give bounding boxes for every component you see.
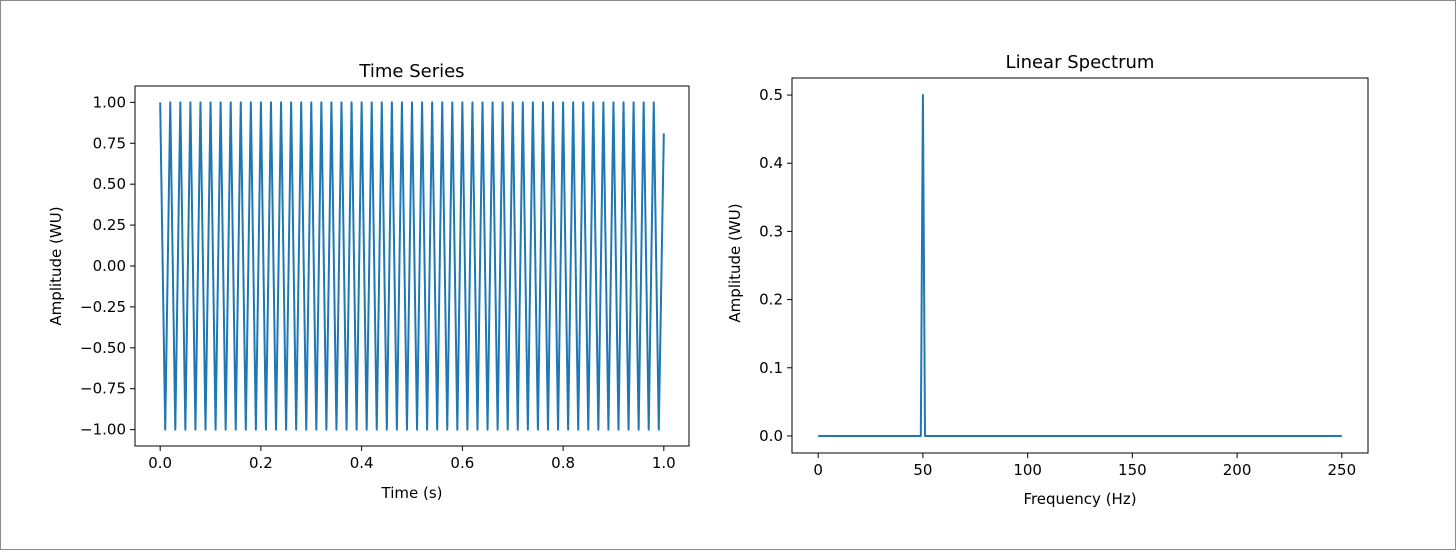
linear-spectrum-xlabel: Frequency (Hz) xyxy=(1023,490,1136,508)
linear-spectrum-xtick-label: 50 xyxy=(913,461,932,479)
time-series-ytick-label: 0.25 xyxy=(93,216,126,234)
linear-spectrum-xtick-label: 150 xyxy=(1118,461,1147,479)
linear-spectrum-ytick-label: 0.1 xyxy=(759,359,783,377)
time-series-xlabel: Time (s) xyxy=(381,484,443,502)
time-series-title: Time Series xyxy=(358,61,464,82)
time-series-ytick-label: 0.75 xyxy=(93,134,126,152)
time-series-ytick-label: 0.00 xyxy=(93,257,126,275)
linear-spectrum-ylabel: Amplitude (WU) xyxy=(726,203,744,322)
time-series-ylabel: Amplitude (WU) xyxy=(47,206,65,325)
linear-spectrum-chart: Linear Spectrum Frequency (Hz) Amplitude… xyxy=(726,52,1369,508)
linear-spectrum-title: Linear Spectrum xyxy=(1006,52,1155,73)
linear-spectrum-xtick-label: 250 xyxy=(1327,461,1356,479)
linear-spectrum-series-line xyxy=(818,94,1342,437)
time-series-ytick-label: −0.75 xyxy=(80,380,126,398)
time-series-ytick-label: 1.00 xyxy=(93,93,126,111)
time-series-xtick-label: 0.6 xyxy=(450,454,474,472)
time-series-xtick-label: 0.2 xyxy=(249,454,273,472)
linear-spectrum-xtick-label: 200 xyxy=(1223,461,1252,479)
linear-spectrum-ytick-label: 0.5 xyxy=(759,86,783,104)
time-series-xtick-label: 0.4 xyxy=(350,454,374,472)
linear-spectrum-ytick-label: 0.0 xyxy=(759,427,783,445)
time-series-ytick-label: −0.25 xyxy=(80,298,126,316)
time-series-ytick-label: −1.00 xyxy=(80,421,126,439)
time-series-ytick-label: −0.50 xyxy=(80,339,126,357)
time-series-chart: Time Series Time (s) Amplitude (WU) 0.0 0… xyxy=(47,61,690,502)
linear-spectrum-axes-frame xyxy=(791,77,1369,454)
time-series-xtick-label: 0.0 xyxy=(148,454,172,472)
linear-spectrum-ytick-label: 0.2 xyxy=(759,291,783,309)
time-series-xtick-label: 1.0 xyxy=(652,454,676,472)
linear-spectrum-ytick-label: 0.3 xyxy=(759,222,783,240)
linear-spectrum-xtick-label: 100 xyxy=(1013,461,1042,479)
time-series-ytick-label: 0.50 xyxy=(93,175,126,193)
time-series-xtick-label: 0.8 xyxy=(551,454,575,472)
linear-spectrum-ytick-label: 0.4 xyxy=(759,154,783,172)
linear-spectrum-xtick-label: 0 xyxy=(813,461,823,479)
time-series-series-line xyxy=(159,101,665,431)
